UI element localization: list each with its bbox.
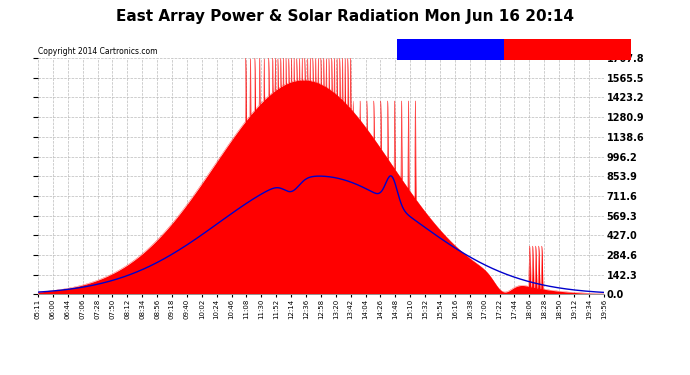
Text: Copyright 2014 Cartronics.com: Copyright 2014 Cartronics.com (38, 47, 157, 56)
Text: East Array (DC Watts): East Array (DC Watts) (520, 45, 615, 54)
Text: East Array Power & Solar Radiation Mon Jun 16 20:14: East Array Power & Solar Radiation Mon J… (116, 9, 574, 24)
Text: Radiation (w/m2): Radiation (w/m2) (413, 45, 487, 54)
